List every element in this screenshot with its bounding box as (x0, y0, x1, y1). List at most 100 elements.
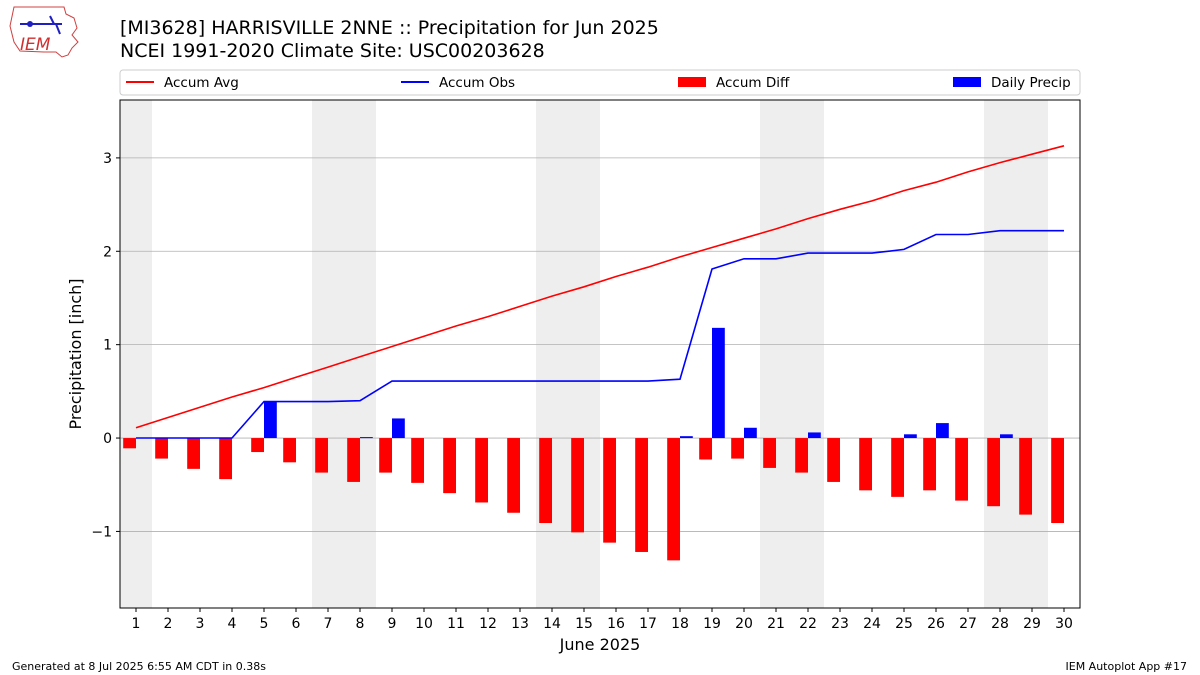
x-tick-label: 4 (228, 616, 237, 632)
accum-diff-bar (667, 438, 680, 561)
legend-item-accum-diff-label: Accum Diff (716, 75, 790, 91)
accum-obs-line (136, 229, 1064, 439)
y-tick-label: 1 (103, 338, 112, 354)
weekend-shade (760, 100, 792, 608)
chart-subtitle: NCEI 1991-2020 Climate Site: USC00203628 (120, 40, 545, 62)
y-tick-label: 3 (103, 151, 112, 167)
x-tick-label: 24 (863, 616, 881, 632)
x-axis-label: June 2025 (559, 635, 641, 654)
y-tick-label: 0 (103, 431, 112, 447)
plot-frame (119, 99, 1081, 609)
daily-precip-bar (680, 436, 693, 439)
legend-box (119, 69, 1081, 96)
x-tick-label: 8 (356, 616, 365, 632)
accum-diff-bar (1051, 438, 1064, 524)
x-tick-label: 23 (831, 616, 849, 632)
accum-diff-bar (859, 438, 872, 491)
x-tick-label: 17 (639, 616, 657, 632)
x-tick-label: 15 (575, 616, 593, 632)
x-tick-label: 21 (767, 616, 785, 632)
accum-avg-line (135, 145, 1065, 429)
accum-diff-bar (731, 438, 744, 459)
x-tick-label: 10 (415, 616, 433, 632)
accum-diff-bar (347, 438, 360, 482)
x-tick-label: 1 (132, 616, 141, 632)
daily-precip-bar (1000, 434, 1013, 439)
accum-diff-bar (155, 438, 168, 459)
x-tick-label: 14 (543, 616, 561, 632)
app-label: IEM Autoplot App #17 (1065, 660, 1188, 673)
daily-precip-bar (264, 401, 277, 439)
x-tick-label: 28 (991, 616, 1009, 632)
accum-diff-bar (1019, 438, 1032, 515)
accum-diff-bar (187, 438, 200, 469)
legend-item-accum-avg-label: Accum Avg (164, 75, 239, 91)
accum-diff-bar (315, 438, 328, 473)
accum-diff-bar (763, 438, 776, 468)
chart-title: [MI3628] HARRISVILLE 2NNE :: Precipitati… (120, 17, 659, 39)
weekend-shade (792, 100, 824, 608)
daily-precip-bar (808, 432, 821, 439)
daily-precip-bar (360, 437, 373, 439)
generated-timestamp: Generated at 8 Jul 2025 6:55 AM CDT in 0… (12, 660, 266, 673)
accum-diff-bar (699, 438, 712, 460)
weekend-shade (120, 100, 152, 608)
x-tick-label: 25 (895, 616, 913, 632)
accum-diff-bar (923, 438, 936, 491)
accum-diff-bar (827, 438, 840, 482)
accum-diff-bar (123, 438, 136, 449)
legend-item-accum-diff-swatch (678, 77, 706, 87)
accum-diff-bar (443, 438, 456, 494)
x-tick-label: 13 (511, 616, 529, 632)
accum-diff-bar (507, 438, 520, 513)
legend-item-daily-precip-swatch (953, 77, 981, 87)
accum-diff-bar (219, 438, 232, 480)
daily-precip-bar (712, 327, 725, 439)
x-tick-label: 18 (671, 616, 689, 632)
x-tick-label: 9 (388, 616, 397, 632)
weekend-shade (1016, 100, 1048, 608)
accum-diff-bar (379, 438, 392, 473)
x-tick-label: 12 (479, 616, 497, 632)
weekend-shade (312, 100, 344, 608)
accum-diff-bar (283, 438, 296, 463)
weekend-shade (536, 100, 568, 608)
accum-diff-bar (891, 438, 904, 497)
daily-precip-bar (936, 423, 949, 439)
accum-diff-bar (539, 438, 552, 524)
accum-diff-bar (795, 438, 808, 473)
legend-item-accum-obs-label: Accum Obs (439, 75, 515, 91)
accum-diff-bar (251, 438, 264, 453)
x-tick-label: 30 (1055, 616, 1073, 632)
legend-item-daily-precip-label: Daily Precip (991, 75, 1071, 91)
iem-logo: IEM (9, 6, 79, 58)
accum-diff-bar (411, 438, 424, 483)
x-tick-label: 3 (196, 616, 205, 632)
x-tick-label: 22 (799, 616, 817, 632)
x-tick-label: 6 (292, 616, 301, 632)
accum-diff-bar (987, 438, 1000, 507)
y-axis-label: Precipitation [inch] (66, 278, 85, 429)
x-tick-label: 26 (927, 616, 945, 632)
accum-diff-bar (635, 438, 648, 552)
x-tick-label: 20 (735, 616, 753, 632)
x-tick-label: 29 (1023, 616, 1041, 632)
x-tick-label: 11 (447, 616, 465, 632)
x-tick-label: 5 (260, 616, 269, 632)
x-tick-label: 27 (959, 616, 977, 632)
accum-diff-bar (955, 438, 968, 501)
accum-diff-bar (475, 438, 488, 503)
accum-diff-bar (571, 438, 584, 533)
daily-precip-bar (744, 427, 757, 439)
legend: Accum Avg Accum Obs Accum Diff Daily Precip (119, 69, 1081, 96)
x-tick-label: 19 (703, 616, 721, 632)
y-tick-label: −1 (91, 524, 112, 540)
daily-precip-bar (904, 434, 917, 439)
daily-precip-bar (392, 418, 405, 439)
logo-text: IEM (20, 35, 51, 55)
x-tick-label: 2 (164, 616, 173, 632)
weekend-shade (984, 100, 1016, 608)
accum-diff-bar (603, 438, 616, 543)
x-tick-label: 16 (607, 616, 625, 632)
